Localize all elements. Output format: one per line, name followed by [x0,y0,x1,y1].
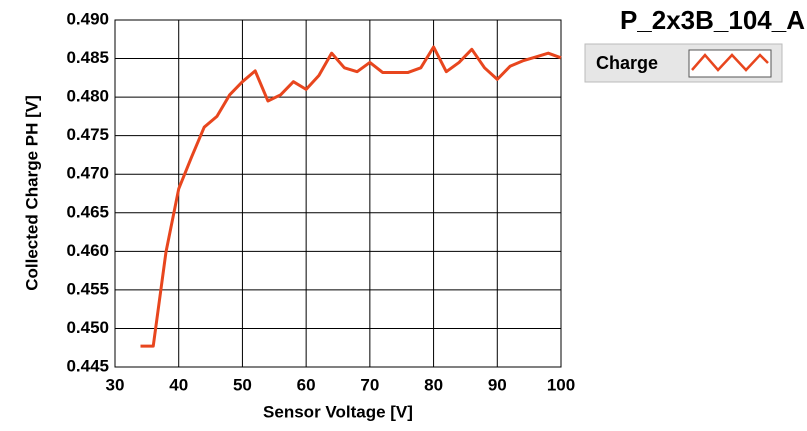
y-tick-label: 0.455 [66,279,109,298]
x-axis-label: Sensor Voltage [V] [263,402,413,421]
legend-swatch [691,53,769,72]
legend: Charge [584,43,783,83]
y-tick-label: 0.490 [66,9,109,28]
legend-label: Charge [596,53,658,73]
y-tick-label: 0.470 [66,164,109,183]
y-tick-label: 0.450 [66,318,109,337]
x-tick-label: 30 [106,375,125,394]
legend-swatch-box [688,49,772,78]
y-tick-label: 0.485 [66,48,109,67]
y-tick-label: 0.460 [66,241,109,260]
y-tick-label: 0.445 [66,356,109,375]
y-axis-label: Collected Charge PH [V] [22,95,41,291]
x-tick-label: 100 [547,375,575,394]
x-tick-label: 50 [233,375,252,394]
plot-area [114,19,562,368]
x-tick-label: 90 [488,375,507,394]
y-tick-label: 0.480 [66,87,109,106]
x-tick-label: 80 [424,375,443,394]
y-tick-label: 0.475 [66,125,109,144]
x-tick-label: 70 [360,375,379,394]
chart-title: P_2x3B_104_A [620,5,805,35]
y-tick-label: 0.465 [66,202,109,221]
x-tick-label: 40 [169,375,188,394]
x-tick-label: 60 [297,375,316,394]
data-line [140,45,562,348]
